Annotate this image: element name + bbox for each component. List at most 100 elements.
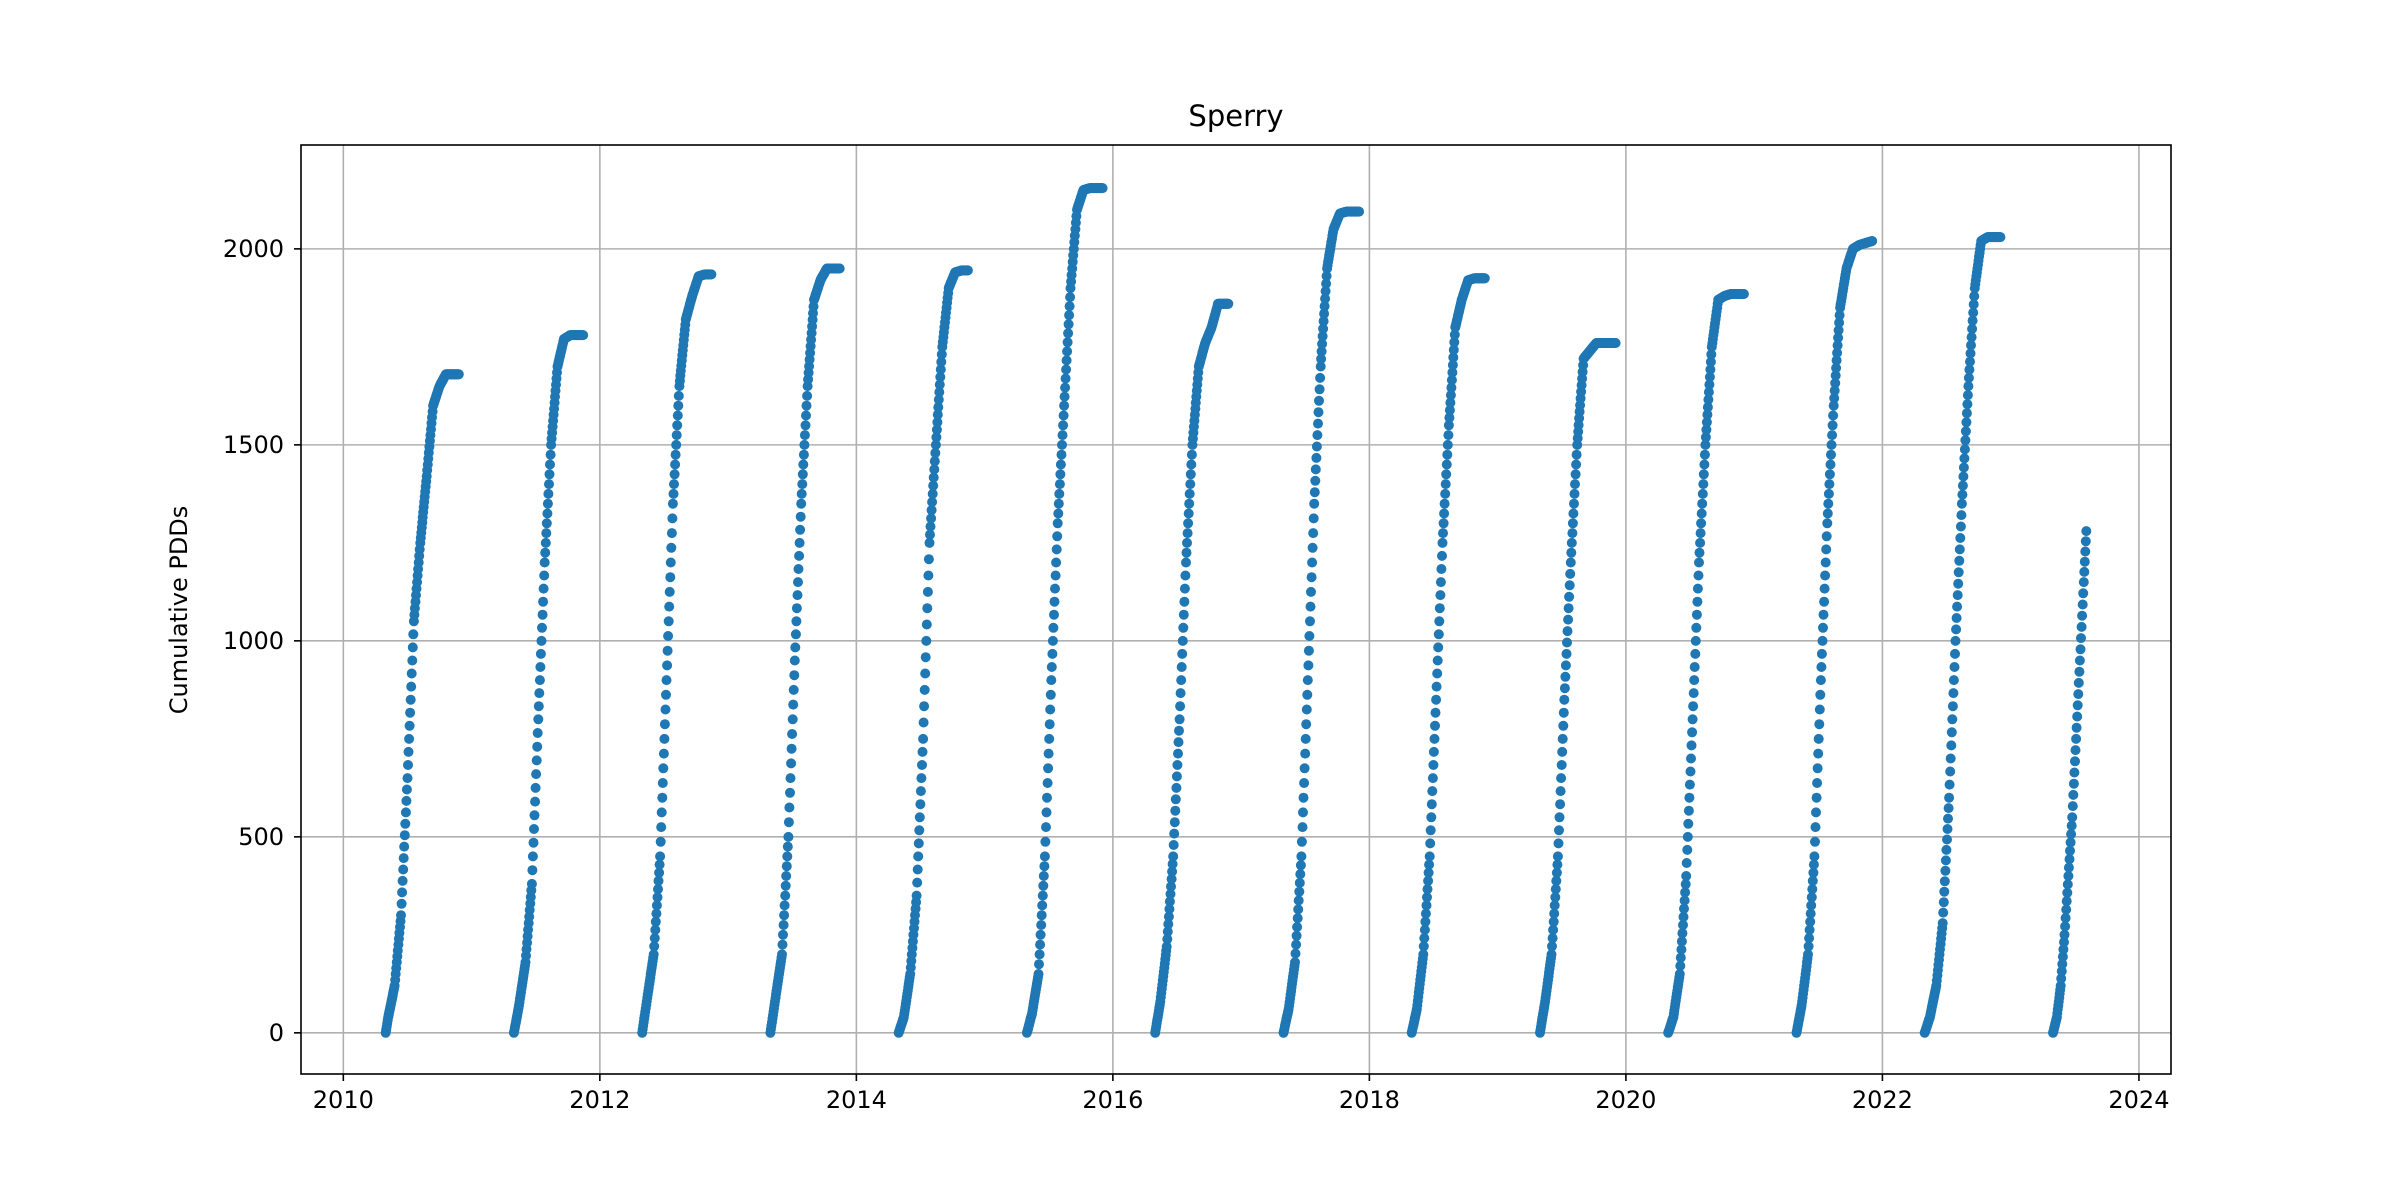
- data-point: [922, 586, 933, 597]
- data-point: [2055, 980, 2066, 991]
- data-point: [1061, 364, 1072, 375]
- data-point: [1820, 557, 1831, 568]
- data-point: [1097, 183, 1108, 194]
- data-point: [787, 729, 798, 739]
- data-point: [794, 537, 805, 548]
- data-point: [927, 488, 938, 499]
- data-point: [669, 469, 680, 480]
- data-point: [1691, 609, 1702, 620]
- data-point: [1557, 746, 1568, 757]
- data-point: [1944, 779, 1955, 790]
- data-point: [936, 356, 947, 367]
- data-point: [396, 898, 407, 909]
- data-point: [2070, 745, 2081, 756]
- data-point: [1308, 528, 1319, 539]
- data-point: [397, 887, 408, 898]
- data-point: [789, 670, 800, 681]
- data-point: [1299, 763, 1310, 774]
- y-tick-label: 1500: [223, 431, 284, 459]
- data-point: [1306, 572, 1317, 583]
- data-point: [1940, 865, 1951, 876]
- data-point: [1296, 836, 1307, 847]
- data-point: [1958, 471, 1969, 482]
- data-point: [1816, 662, 1827, 672]
- data-point: [1033, 969, 1044, 979]
- data-point: [1177, 648, 1188, 659]
- data-point: [404, 720, 415, 731]
- data-point: [669, 479, 679, 490]
- data-point: [2056, 966, 2067, 977]
- data-point: [1427, 786, 1438, 797]
- data-point: [1956, 498, 1967, 509]
- data-point: [1817, 635, 1828, 646]
- data-point: [834, 263, 845, 274]
- data-point: [529, 810, 540, 821]
- data-point: [651, 908, 662, 919]
- data-point: [1556, 760, 1567, 770]
- data-point: [1305, 616, 1315, 627]
- season-points-2010: [380, 369, 464, 1038]
- data-point: [528, 837, 539, 848]
- data-point: [1828, 410, 1839, 421]
- data-point: [2066, 829, 2077, 840]
- data-point: [1681, 871, 1692, 881]
- data-point: [400, 807, 411, 818]
- data-point: [1433, 629, 1444, 640]
- data-point: [795, 524, 806, 535]
- season-points-2016: [1150, 298, 1234, 1038]
- data-point: [911, 890, 922, 901]
- data-point: [537, 609, 548, 620]
- data-point: [1048, 622, 1059, 633]
- data-point: [2065, 837, 2076, 848]
- data-point: [1422, 884, 1433, 895]
- data-point: [935, 364, 946, 375]
- data-point: [1953, 578, 1964, 589]
- data-point: [1812, 763, 1823, 774]
- data-point: [1804, 924, 1815, 935]
- data-point: [1569, 488, 1580, 499]
- data-point: [653, 875, 664, 886]
- data-point: [1939, 876, 1950, 887]
- data-point: [1967, 323, 1978, 334]
- data-point: [648, 949, 659, 960]
- data-point: [1168, 851, 1179, 862]
- data-point: [1699, 449, 1710, 460]
- data-point: [1164, 896, 1175, 907]
- data-point: [1965, 348, 1976, 359]
- data-point: [649, 933, 660, 944]
- data-point: [650, 924, 661, 935]
- data-point: [1306, 586, 1316, 597]
- data-point: [1183, 508, 1194, 519]
- data-point: [1700, 439, 1711, 450]
- data-point: [1682, 831, 1693, 842]
- data-point: [1686, 753, 1696, 764]
- data-point: [1818, 609, 1829, 620]
- data-point: [1700, 432, 1711, 443]
- data-point: [453, 369, 464, 380]
- data-point: [2072, 711, 2083, 722]
- data-point: [1058, 410, 1069, 421]
- data-point: [654, 859, 665, 870]
- data-point: [541, 528, 552, 539]
- data-point: [407, 655, 418, 666]
- data-point: [799, 430, 810, 441]
- data-point: [1161, 941, 1172, 952]
- data-point: [1175, 701, 1186, 712]
- data-point: [777, 939, 788, 950]
- data-point: [402, 773, 413, 784]
- data-point: [1320, 293, 1331, 304]
- data-point: [1702, 409, 1713, 420]
- data-point: [1552, 859, 1563, 870]
- data-point: [1293, 904, 1304, 915]
- data-point: [659, 719, 670, 730]
- data-point: [1811, 807, 1821, 818]
- data-point: [1691, 622, 1702, 633]
- data-point: [1419, 933, 1430, 944]
- data-point: [916, 773, 927, 784]
- data-point: [1053, 508, 1064, 519]
- data-point: [1822, 518, 1833, 529]
- data-point: [793, 577, 803, 588]
- data-point: [1943, 813, 1953, 824]
- data-point: [2063, 862, 2074, 873]
- data-point: [542, 498, 553, 509]
